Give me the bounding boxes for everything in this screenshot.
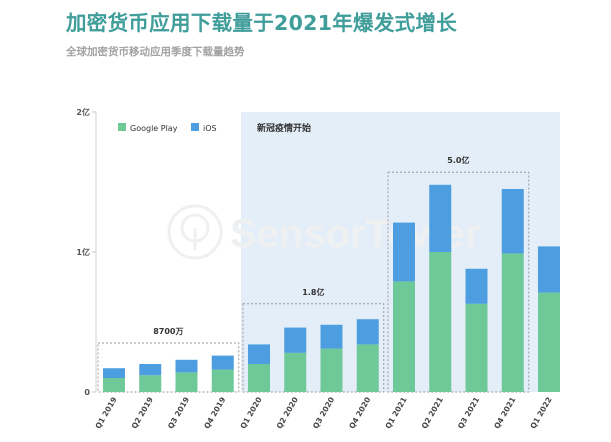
annotation-label: 1.8亿 bbox=[302, 287, 324, 297]
x-tick-label: Q4 2019 bbox=[202, 396, 227, 431]
x-tick-label: Q1 2021 bbox=[383, 396, 408, 431]
bar-google-play-q4-2019 bbox=[211, 369, 234, 392]
legend-label-ios: iOS bbox=[203, 124, 217, 133]
x-tick-label: Q2 2021 bbox=[420, 396, 445, 431]
page-subtitle: 全球加密货币移动应用季度下载量趋势 bbox=[66, 46, 245, 58]
y-tick-label: 1亿 bbox=[76, 247, 90, 257]
bar-ios-q1-2022 bbox=[538, 246, 560, 293]
x-tick-label: Q4 2021 bbox=[492, 396, 517, 431]
bar-ios-q4-2021 bbox=[501, 189, 524, 254]
legend-label-google-play: Google Play bbox=[130, 124, 178, 133]
bar-ios-q3-2019 bbox=[175, 359, 198, 373]
annotation-label: 5.0亿 bbox=[447, 155, 469, 165]
bar-ios-q3-2020 bbox=[320, 324, 343, 349]
legend-swatch-ios bbox=[191, 123, 199, 131]
x-tick-label: Q3 2019 bbox=[166, 396, 191, 431]
bar-google-play-q4-2021 bbox=[501, 253, 524, 392]
bar-ios-q2-2021 bbox=[429, 184, 452, 252]
x-tick-label: Q1 2022 bbox=[528, 396, 553, 431]
bar-google-play-q2-2020 bbox=[284, 352, 307, 392]
page-title: 加密货币应用下载量于2021年爆发式增长 bbox=[66, 11, 458, 35]
annotation-box bbox=[242, 303, 385, 393]
bar-ios-q4-2019 bbox=[211, 355, 234, 370]
pandemic-label: 新冠疫情开始 bbox=[257, 122, 311, 134]
bar-google-play-q1-2020 bbox=[248, 364, 270, 392]
bar-ios-q2-2020 bbox=[284, 327, 307, 353]
x-tick-label: Q3 2020 bbox=[311, 396, 336, 431]
x-tick-label: Q3 2021 bbox=[456, 396, 481, 431]
bar-google-play-q3-2020 bbox=[320, 348, 343, 392]
bar-google-play-q1-2019 bbox=[103, 378, 125, 392]
x-tick-label: Q4 2020 bbox=[347, 396, 372, 431]
annotation-box bbox=[97, 342, 240, 393]
x-tick-label: Q2 2019 bbox=[130, 396, 155, 431]
bar-google-play-q3-2019 bbox=[175, 372, 198, 392]
x-tick-label: Q1 2020 bbox=[238, 396, 263, 431]
y-tick-label: 2亿 bbox=[76, 107, 90, 117]
bar-google-play-q2-2019 bbox=[139, 375, 162, 392]
bar-ios-q3-2021 bbox=[465, 268, 488, 304]
bar-google-play-q4-2020 bbox=[356, 344, 379, 392]
annotation-label: 8700万 bbox=[153, 327, 183, 336]
bar-google-play-q1-2022 bbox=[538, 292, 560, 392]
bar-ios-q2-2019 bbox=[139, 364, 162, 376]
x-tick-label: Q2 2020 bbox=[275, 396, 300, 431]
bar-google-play-q1-2021 bbox=[393, 281, 415, 392]
bar-ios-q1-2020 bbox=[248, 344, 270, 364]
bar-google-play-q3-2021 bbox=[465, 303, 488, 392]
bar-google-play-q2-2021 bbox=[429, 252, 452, 392]
x-tick-label: Q1 2019 bbox=[93, 396, 118, 431]
y-tick-label: 0 bbox=[84, 388, 90, 397]
legend-swatch-google-play bbox=[118, 123, 126, 131]
bar-ios-q1-2021 bbox=[393, 222, 415, 282]
bar-ios-q1-2019 bbox=[103, 368, 125, 378]
bar-ios-q4-2020 bbox=[356, 319, 379, 345]
